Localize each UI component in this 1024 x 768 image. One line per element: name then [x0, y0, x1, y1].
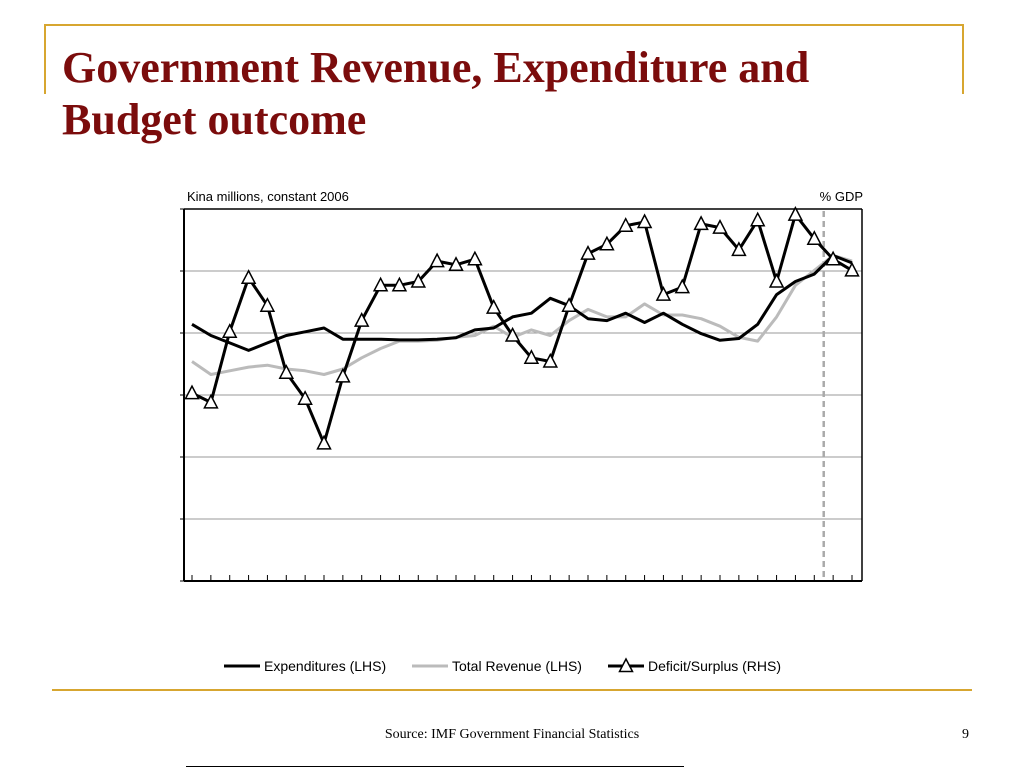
deficit-point-marker	[825, 250, 841, 266]
deficit-point-marker	[372, 276, 389, 292]
deficit-point-marker	[278, 364, 295, 379]
deficit-point-marker	[636, 213, 653, 229]
deficit-point-marker	[335, 367, 351, 383]
deficit-point-marker	[712, 218, 728, 234]
deficit-point-marker	[353, 311, 370, 327]
footer-accent-line	[52, 689, 972, 691]
deficitsurplus-legend-label: Deficit/Surplus (RHS)	[648, 658, 781, 674]
plot-frame	[180, 208, 863, 582]
deficit-point-marker	[259, 297, 276, 312]
deficit-point-marker	[787, 205, 804, 221]
deficit-point-marker	[617, 217, 634, 232]
title-accent-top-line	[44, 24, 964, 26]
deficit-point-marker	[599, 235, 615, 251]
deficit-legend-marker	[618, 657, 634, 673]
legend: Expenditures (LHS) Total Revenue (LHS) Def…	[224, 657, 781, 674]
deficit-point-marker	[504, 326, 521, 342]
deficit-point-marker	[467, 250, 483, 266]
deficit-point-marker	[297, 390, 313, 405]
deficit-point-marker	[203, 393, 219, 409]
deficit-point-marker	[674, 278, 691, 294]
page-number: 9	[962, 727, 969, 742]
deficit-point-marker	[485, 298, 502, 314]
deficit-point-marker	[184, 384, 200, 400]
deficit-point-marker	[655, 285, 672, 301]
deficit-point-marker	[316, 434, 332, 450]
title-accent-left-line	[44, 24, 46, 94]
deficitsurplus-series-line	[191, 213, 853, 445]
deficit-point-marker	[731, 241, 747, 257]
slide-title: Government Revenue, Expenditure and Budg…	[62, 43, 810, 144]
deficit-point-marker	[221, 323, 238, 339]
right-axis-label: % GDP	[820, 189, 863, 204]
source-note: Source: IMF Government Financial Statist…	[384, 727, 640, 742]
total-legend-label: Total Revenue (LHS)	[452, 658, 582, 674]
deficit-point-marker	[580, 244, 596, 260]
deficit-point-marker	[749, 211, 766, 227]
deficit-point-marker	[240, 269, 257, 285]
series-group	[184, 205, 860, 450]
deficit-point-marker	[693, 215, 709, 231]
deficit-point-marker	[561, 297, 577, 312]
deficit-point-marker	[429, 252, 445, 268]
left-axis-label: Kina millions, constant 2006	[187, 189, 349, 204]
deficit-point-marker	[768, 272, 785, 288]
expenditures-series-line	[191, 254, 853, 352]
expenditures-legend-label: Expenditures (LHS)	[264, 658, 386, 674]
source-underline	[186, 766, 684, 767]
title-accent-right-line	[962, 24, 964, 94]
gridlines	[184, 270, 862, 520]
line-chart: Kina millions, constant 2006 % GDP Expen…	[180, 189, 863, 674]
deficit-point-marker	[448, 256, 464, 272]
deficit-point-marker	[806, 230, 823, 246]
deficit-point-marker	[410, 272, 427, 288]
deficit-point-marker	[542, 352, 559, 368]
deficit-point-marker	[844, 261, 860, 277]
deficit-point-marker	[523, 349, 540, 365]
deficit-point-marker	[391, 276, 408, 292]
